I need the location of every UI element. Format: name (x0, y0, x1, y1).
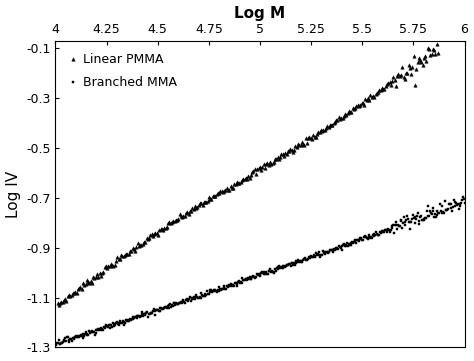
Branched MMA (248, 277, 254, 282)
Branched MMA (460, 195, 466, 199)
Linear PMMA (289, 147, 294, 152)
Branched MMA (389, 226, 394, 230)
Legend: Linear PMMA, Branched MMA: Linear PMMA, Branched MMA (62, 47, 183, 96)
Branched MMA (462, 201, 467, 205)
Branched MMA (453, 204, 458, 208)
Linear PMMA (376, 88, 382, 92)
Linear PMMA (56, 303, 62, 307)
Branched MMA (275, 265, 281, 269)
Linear PMMA (401, 75, 406, 79)
X-axis label: Log M: Log M (235, 5, 285, 21)
Branched MMA (53, 341, 58, 345)
Linear PMMA (434, 42, 439, 47)
Linear PMMA (283, 151, 288, 155)
Linear PMMA (435, 51, 441, 56)
Line: Linear PMMA: Linear PMMA (56, 43, 440, 306)
Branched MMA (297, 258, 302, 263)
Line: Branched MMA: Branched MMA (54, 196, 466, 347)
Branched MMA (250, 274, 256, 278)
Y-axis label: Log IV: Log IV (6, 171, 20, 218)
Linear PMMA (281, 154, 287, 158)
Branched MMA (54, 343, 59, 347)
Linear PMMA (57, 301, 63, 305)
Linear PMMA (55, 300, 60, 305)
